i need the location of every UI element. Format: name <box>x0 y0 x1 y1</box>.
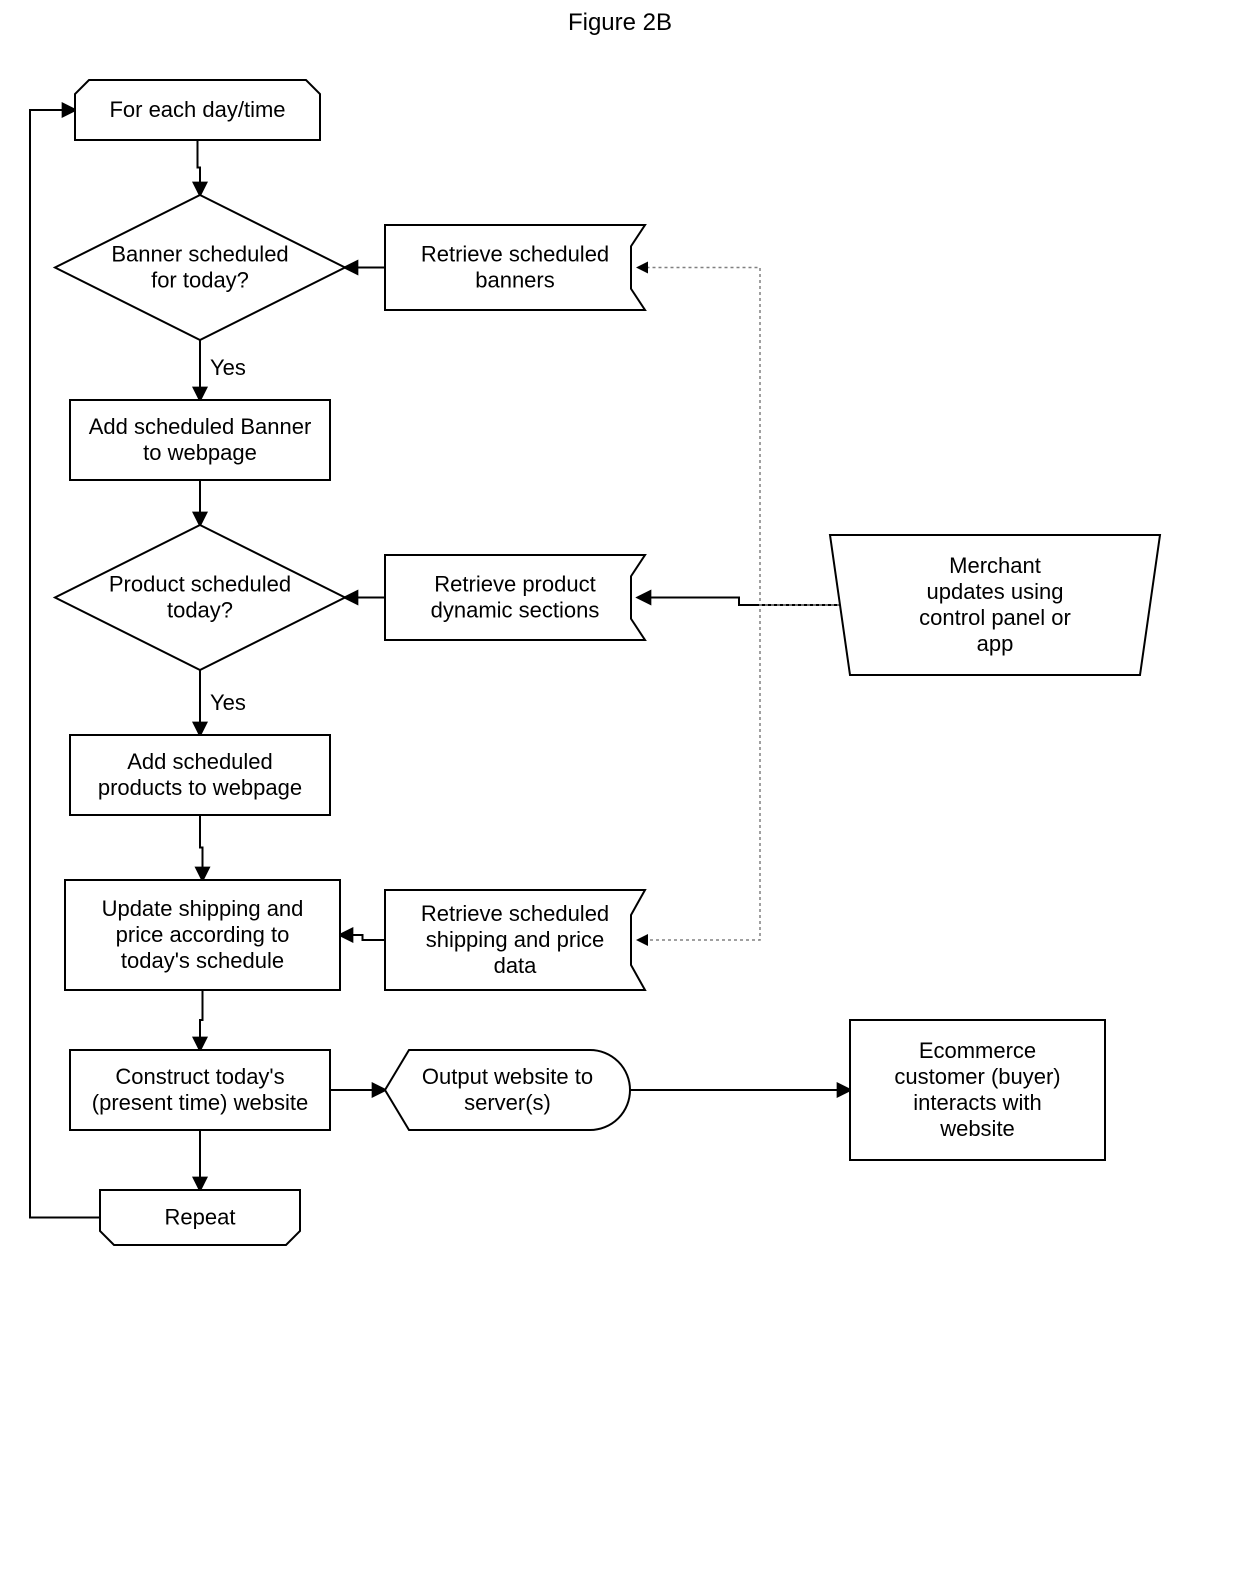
node-add_banner-label: to webpage <box>143 440 257 465</box>
node-dec_banner-label: Banner scheduled <box>111 242 288 267</box>
node-dec_product-label: today? <box>167 598 233 623</box>
node-dec_banner: Banner scheduledfor today? <box>55 195 345 340</box>
node-dec_product: Product scheduledtoday? <box>55 525 345 670</box>
flowchart-canvas: Figure 2B Yes Yes For each day/time Banner… <box>0 0 1240 1574</box>
node-update_ship-label: today's schedule <box>121 948 284 973</box>
node-add_banner: Add scheduled Bannerto webpage <box>70 400 330 480</box>
edge-doc_ship-update_ship <box>340 935 385 940</box>
edge-add_products-update_ship <box>200 815 203 880</box>
node-add_products-label: products to webpage <box>98 775 302 800</box>
node-doc_product-label: Retrieve product <box>434 572 595 597</box>
node-loop_start-label: For each day/time <box>109 97 285 122</box>
node-doc_product: Retrieve productdynamic sections <box>385 555 645 640</box>
node-doc_ship-label: data <box>494 953 538 978</box>
edge-merchant-doc_banners <box>638 268 840 606</box>
node-merchant-label: app <box>977 631 1014 656</box>
edge-merchant-doc_ship <box>638 605 840 940</box>
node-customer: Ecommercecustomer (buyer)interacts withw… <box>850 1020 1105 1160</box>
node-construct-label: Construct today's <box>115 1064 284 1089</box>
node-doc_ship-label: shipping and price <box>426 927 605 952</box>
node-output-label: Output website to <box>422 1064 593 1089</box>
edge-loop_start-dec_banner <box>198 140 201 195</box>
edge-label-yes1: Yes <box>210 355 246 380</box>
edge-merchant-doc_product <box>638 598 840 606</box>
node-construct-label: (present time) website <box>92 1090 308 1115</box>
node-customer-label: customer (buyer) <box>894 1064 1060 1089</box>
node-customer-label: website <box>939 1116 1015 1141</box>
node-doc_ship: Retrieve scheduledshipping and pricedata <box>385 890 645 990</box>
node-doc_banners: Retrieve scheduledbanners <box>385 225 645 310</box>
node-dec_product-label: Product scheduled <box>109 572 291 597</box>
edge-label-yes2: Yes <box>210 690 246 715</box>
node-doc_product-label: dynamic sections <box>431 598 600 623</box>
node-add_products: Add scheduledproducts to webpage <box>70 735 330 815</box>
node-update_ship: Update shipping andprice according totod… <box>65 880 340 990</box>
edge-update_ship-construct <box>200 990 203 1050</box>
node-doc_ship-label: Retrieve scheduled <box>421 901 609 926</box>
node-repeat-label: Repeat <box>165 1205 236 1230</box>
node-construct: Construct today's(present time) website <box>70 1050 330 1130</box>
figure-title: Figure 2B <box>568 9 672 36</box>
node-update_ship-label: price according to <box>116 922 290 947</box>
node-add_products-label: Add scheduled <box>127 749 273 774</box>
node-dec_banner-label: for today? <box>151 268 249 293</box>
node-merchant-label: Merchant <box>949 553 1041 578</box>
node-merchant-label: updates using <box>927 579 1064 604</box>
node-repeat: Repeat <box>100 1190 300 1245</box>
node-doc_banners-label: Retrieve scheduled <box>421 242 609 267</box>
node-customer-label: interacts with <box>913 1090 1041 1115</box>
node-customer-label: Ecommerce <box>919 1038 1036 1063</box>
node-output-label: server(s) <box>464 1090 551 1115</box>
nodes-layer: For each day/time Banner scheduledfor tod… <box>55 80 1160 1245</box>
node-loop_start: For each day/time <box>75 80 320 140</box>
node-output: Output website toserver(s) <box>385 1050 630 1130</box>
node-update_ship-label: Update shipping and <box>102 896 304 921</box>
node-doc_banners-label: banners <box>475 268 555 293</box>
node-add_banner-label: Add scheduled Banner <box>89 414 312 439</box>
node-merchant: Merchantupdates usingcontrol panel orapp <box>830 535 1160 675</box>
node-merchant-label: control panel or <box>919 605 1071 630</box>
